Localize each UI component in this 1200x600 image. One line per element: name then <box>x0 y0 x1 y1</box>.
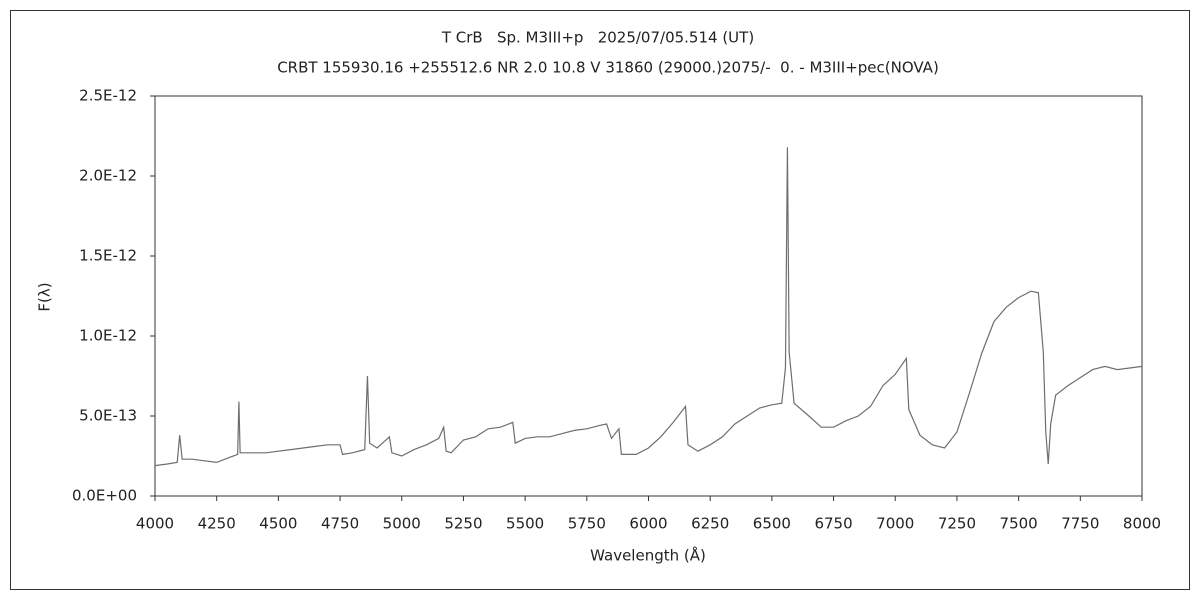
x-tick-label: 5000 <box>383 515 421 533</box>
x-tick-label: 7750 <box>1061 515 1099 533</box>
x-tick-label: 7250 <box>938 515 976 533</box>
chart-title: T CrB Sp. M3III+p 2025/07/05.514 (UT) <box>441 29 754 47</box>
y-tick-label: 2.5E-12 <box>79 87 137 105</box>
chart-subtitle: CRBT 155930.16 +255512.6 NR 2.0 10.8 V 3… <box>277 59 939 77</box>
x-tick-label: 4500 <box>259 515 297 533</box>
frame <box>10 10 1190 590</box>
y-tick-label: 0.0E+00 <box>72 487 137 505</box>
y-tick-label: 1.5E-12 <box>79 247 137 265</box>
y-tick-label: 5.0E-13 <box>79 407 137 425</box>
y-axis-label: F(λ) <box>36 282 54 311</box>
x-tick-label: 5250 <box>444 515 482 533</box>
y-tick-label: 2.0E-12 <box>79 167 137 185</box>
y-tick-label: 1.0E-12 <box>79 327 137 345</box>
x-tick-label: 4750 <box>321 515 359 533</box>
x-tick-label: 5750 <box>568 515 606 533</box>
x-axis-label: Wavelength (Å) <box>590 546 706 565</box>
x-tick-label: 6500 <box>753 515 791 533</box>
x-tick-label: 6250 <box>691 515 729 533</box>
x-tick-label: 6000 <box>629 515 667 533</box>
x-tick-label: 4000 <box>136 515 174 533</box>
x-tick-label: 6750 <box>814 515 852 533</box>
x-tick-label: 5500 <box>506 515 544 533</box>
x-tick-label: 8000 <box>1123 515 1161 533</box>
x-tick-label: 7000 <box>876 515 914 533</box>
x-tick-label: 4250 <box>198 515 236 533</box>
x-tick-label: 7500 <box>1000 515 1038 533</box>
plot-area <box>154 95 1143 497</box>
spectrum-line <box>154 147 1143 467</box>
